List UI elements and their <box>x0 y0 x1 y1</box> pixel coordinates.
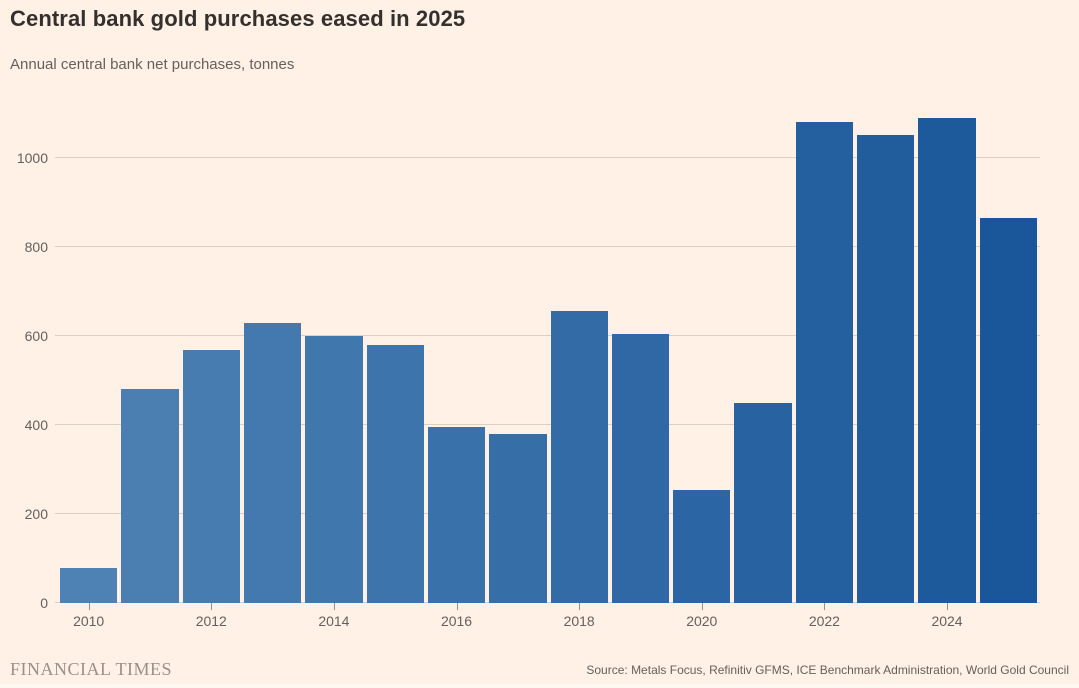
x-tick-2016 <box>456 603 458 610</box>
plot-area <box>55 105 1040 603</box>
x-axis-label-2014: 2014 <box>318 613 350 629</box>
gridline-800 <box>55 246 1040 247</box>
x-axis-label-2024: 2024 <box>931 613 963 629</box>
bar-2011 <box>121 388 179 603</box>
bar-2018 <box>550 311 608 603</box>
chart-subtitle: Annual central bank net purchases, tonne… <box>10 56 295 73</box>
bar-2017 <box>489 434 547 603</box>
gridline-400 <box>55 424 1040 425</box>
x-tick-2014 <box>333 603 335 610</box>
x-axis-label-2012: 2012 <box>195 613 227 629</box>
x-tick-2018 <box>579 603 581 610</box>
x-axis-label-2020: 2020 <box>686 613 718 629</box>
bar-2023 <box>857 135 915 603</box>
bar-2014 <box>305 335 363 603</box>
gridline-200 <box>55 513 1040 514</box>
x-axis-label-2018: 2018 <box>563 613 595 629</box>
bar-2020 <box>673 489 731 603</box>
x-tick-2012 <box>211 603 213 610</box>
x-tick-2010 <box>88 603 90 610</box>
bar-2025 <box>979 218 1037 603</box>
x-tick-2020 <box>701 603 703 610</box>
x-tick-2024 <box>947 603 949 610</box>
chart-title: Central bank gold purchases eased in 202… <box>10 6 466 31</box>
bar-2019 <box>611 333 670 603</box>
x-tick-2022 <box>824 603 826 610</box>
x-axis-label-2016: 2016 <box>440 613 473 629</box>
bar-2024 <box>918 118 976 603</box>
bar-2010 <box>60 567 118 603</box>
y-axis-label-200: 200 <box>24 506 48 522</box>
bar-2021 <box>734 402 792 603</box>
ft-logo: FINANCIAL TIMES <box>10 659 173 679</box>
bar-2016 <box>427 427 486 603</box>
bar-series <box>60 105 1037 603</box>
bar-2022 <box>795 121 854 603</box>
bar-2013 <box>243 323 302 603</box>
y-axis-label-1000: 1000 <box>16 150 48 166</box>
y-axis-label-0: 0 <box>40 595 48 611</box>
y-axis-label-800: 800 <box>24 239 48 255</box>
bottom-edge-strip <box>0 684 1079 688</box>
bar-2015 <box>366 344 424 603</box>
y-axis-label-400: 400 <box>24 417 48 433</box>
x-axis: 2010 2012 2014 2016 2018 2020 2022 2024 <box>60 603 1037 639</box>
x-axis-label-2022: 2022 <box>808 613 840 629</box>
gridline-0 <box>55 602 1040 603</box>
gridline-1000 <box>55 157 1040 158</box>
gridline-600 <box>55 335 1040 336</box>
source-text: Source: Metals Focus, Refinitiv GFMS, IC… <box>586 663 1069 677</box>
y-axis-labels: 0 200 400 600 800 1000 <box>8 105 48 610</box>
x-axis-label-2010: 2010 <box>73 613 105 629</box>
bar-2012 <box>182 349 240 603</box>
y-axis-label-600: 600 <box>24 328 48 344</box>
